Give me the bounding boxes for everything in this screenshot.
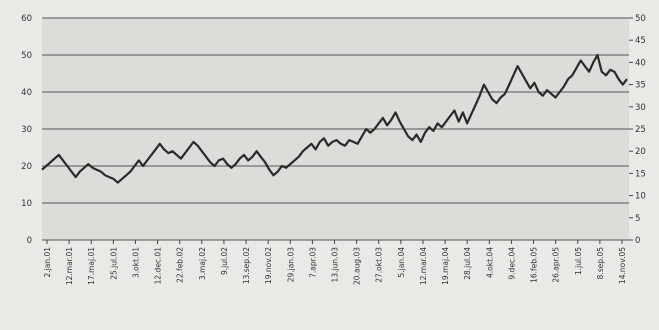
y-right-tick-label: 40 [635, 58, 646, 68]
right-y-axis: 0 5 10 15 20 25 30 35 40 45 50 [629, 14, 646, 246]
y-left-tick-label: 60 [21, 14, 32, 24]
y-left-tick-label: 10 [21, 199, 32, 209]
x-tick-label: 14.nov.05 [618, 247, 627, 284]
y-right-tick-label: 45 [635, 36, 646, 46]
x-tick-label: 3.okt.01 [131, 247, 140, 278]
x-tick-label: 5.jan.04 [397, 247, 406, 278]
x-tick-label: 17.maj.01 [87, 247, 96, 285]
x-tick-label: 1.jul.05 [574, 247, 583, 275]
y-left-tick-label: 40 [21, 88, 32, 98]
x-tick-label: 4.okt.04 [485, 247, 494, 278]
x-tick-label: 29.jan.03 [286, 247, 295, 283]
y-right-tick-label: 50 [635, 14, 646, 24]
y-right-tick-label: 35 [635, 81, 646, 91]
y-right-tick-label: 15 [635, 169, 646, 179]
x-tick-label: 9.dec.04 [507, 247, 516, 280]
x-tick-label: 12.mar.04 [419, 247, 428, 285]
y-right-tick-label: 10 [635, 192, 646, 202]
y-right-tick-label: 20 [635, 147, 646, 157]
x-tick-label: 3.maj.02 [198, 247, 207, 280]
y-left-tick-label: 50 [21, 51, 32, 61]
x-tick-label: 2.jan.01 [43, 247, 52, 278]
y-right-tick-label: 30 [635, 103, 646, 113]
y-right-tick-label: 0 [635, 236, 640, 246]
x-tick-label: 13.sep.02 [242, 247, 251, 284]
grid-lines [42, 17, 629, 241]
x-tick-label: 28.jul.04 [463, 247, 472, 280]
y-left-tick-label: 30 [21, 125, 32, 135]
y-right-tick-label: 25 [635, 125, 646, 135]
x-tick-label: 26.apr.05 [552, 247, 561, 283]
series-line [41, 53, 628, 184]
x-tick-label: 19.maj.04 [441, 247, 450, 285]
x-tick-label: 12.dec.01 [154, 247, 163, 285]
x-tick-label: 27.okt.03 [375, 247, 384, 283]
x-tick-label: 25.jul.01 [109, 247, 118, 280]
x-tick-label: 16.feb.05 [530, 247, 539, 283]
y-left-tick-label: 20 [21, 162, 32, 172]
x-tick-label: 9.jul.02 [220, 247, 229, 275]
x-tick-label: 7.apr.03 [308, 247, 317, 278]
x-tick-label: 8.sep.05 [596, 247, 605, 280]
x-axis: 2.jan.01 12.mar.01 17.maj.01 25.jul.01 3.okt… [43, 240, 627, 285]
x-tick-label: 13.jun.03 [331, 247, 340, 283]
x-tick-label: 22.feb.02 [176, 247, 185, 283]
y-left-tick-label: 0 [27, 236, 32, 246]
y-right-tick-label: 5 [635, 214, 640, 224]
x-tick-label: 12.mar.01 [65, 247, 74, 285]
x-tick-label: 20.aug.03 [353, 247, 362, 285]
left-y-axis: 0 10 20 30 40 50 60 [21, 14, 32, 246]
x-tick-label: 19.nov.02 [264, 247, 273, 284]
